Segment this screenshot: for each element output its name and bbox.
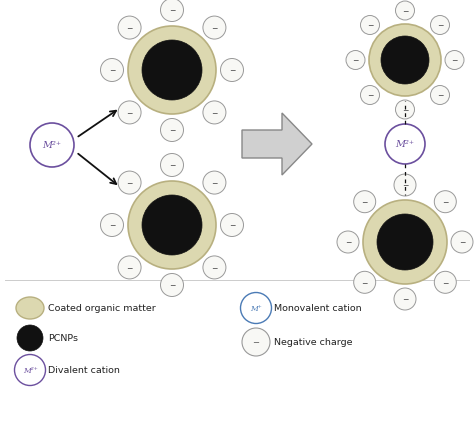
Text: −: −: [345, 238, 351, 247]
Text: −: −: [442, 198, 448, 207]
Text: M²⁺: M²⁺: [23, 366, 37, 374]
Text: −: −: [362, 198, 368, 207]
Circle shape: [346, 51, 365, 71]
Text: −: −: [229, 221, 235, 230]
Text: M⁺: M⁺: [250, 304, 262, 312]
Circle shape: [17, 325, 43, 351]
Circle shape: [142, 41, 202, 101]
Text: −: −: [211, 178, 218, 187]
Circle shape: [161, 274, 183, 297]
Circle shape: [394, 289, 416, 310]
Circle shape: [142, 196, 202, 255]
Circle shape: [394, 175, 416, 197]
Circle shape: [381, 37, 429, 85]
Text: −: −: [362, 278, 368, 287]
Text: −: −: [109, 66, 115, 75]
Circle shape: [395, 101, 414, 120]
Circle shape: [361, 16, 380, 35]
Text: −: −: [253, 338, 259, 347]
Circle shape: [354, 272, 376, 294]
Text: M²⁺: M²⁺: [43, 141, 62, 150]
Text: PCNPs: PCNPs: [48, 334, 78, 343]
Circle shape: [242, 328, 270, 356]
Circle shape: [354, 191, 376, 213]
Circle shape: [369, 25, 441, 97]
Text: −: −: [211, 24, 218, 33]
Text: −: −: [451, 56, 458, 65]
Text: −: −: [211, 263, 218, 272]
Text: −: −: [459, 238, 465, 247]
Circle shape: [203, 256, 226, 279]
Circle shape: [203, 17, 226, 40]
Circle shape: [220, 59, 244, 82]
Circle shape: [161, 154, 183, 177]
Circle shape: [220, 214, 244, 237]
Text: −: −: [402, 181, 408, 190]
Text: −: −: [169, 126, 175, 135]
Text: −: −: [437, 91, 443, 100]
Circle shape: [434, 272, 456, 294]
Text: Coated organic matter: Coated organic matter: [48, 304, 156, 313]
Text: Monovalent cation: Monovalent cation: [274, 304, 362, 313]
Text: −: −: [169, 281, 175, 290]
Text: −: −: [127, 178, 133, 187]
Text: −: −: [367, 91, 373, 100]
Circle shape: [385, 125, 425, 165]
Circle shape: [118, 172, 141, 195]
Circle shape: [15, 355, 46, 386]
Circle shape: [434, 191, 456, 213]
Text: −: −: [169, 6, 175, 15]
Circle shape: [430, 16, 449, 35]
Text: −: −: [211, 109, 218, 118]
Text: Divalent cation: Divalent cation: [48, 366, 120, 375]
Text: −: −: [229, 66, 235, 75]
Circle shape: [128, 27, 216, 115]
Text: −: −: [402, 7, 408, 16]
Circle shape: [161, 119, 183, 142]
Text: −: −: [127, 24, 133, 33]
Polygon shape: [242, 114, 312, 175]
Text: Negative charge: Negative charge: [274, 338, 353, 347]
Text: −: −: [169, 161, 175, 170]
Circle shape: [395, 2, 414, 21]
Circle shape: [118, 256, 141, 279]
Text: −: −: [109, 221, 115, 230]
Circle shape: [337, 231, 359, 253]
Circle shape: [430, 86, 449, 105]
Text: −: −: [402, 106, 408, 115]
Circle shape: [118, 17, 141, 40]
Circle shape: [100, 214, 124, 237]
Circle shape: [161, 0, 183, 22]
Text: −: −: [402, 295, 408, 304]
Text: −: −: [127, 263, 133, 272]
Circle shape: [377, 215, 433, 270]
Circle shape: [363, 200, 447, 284]
Circle shape: [128, 181, 216, 269]
Circle shape: [240, 293, 272, 324]
Circle shape: [118, 101, 141, 125]
Text: −: −: [437, 22, 443, 31]
Circle shape: [30, 124, 74, 168]
Circle shape: [361, 86, 380, 105]
Circle shape: [445, 51, 464, 71]
Text: −: −: [352, 56, 359, 65]
Text: −: −: [367, 22, 373, 31]
Circle shape: [203, 172, 226, 195]
Text: −: −: [442, 278, 448, 287]
Ellipse shape: [16, 297, 44, 319]
Circle shape: [451, 231, 473, 253]
Text: M²⁺: M²⁺: [395, 140, 414, 149]
Text: −: −: [127, 109, 133, 118]
Circle shape: [100, 59, 124, 82]
Circle shape: [203, 101, 226, 125]
